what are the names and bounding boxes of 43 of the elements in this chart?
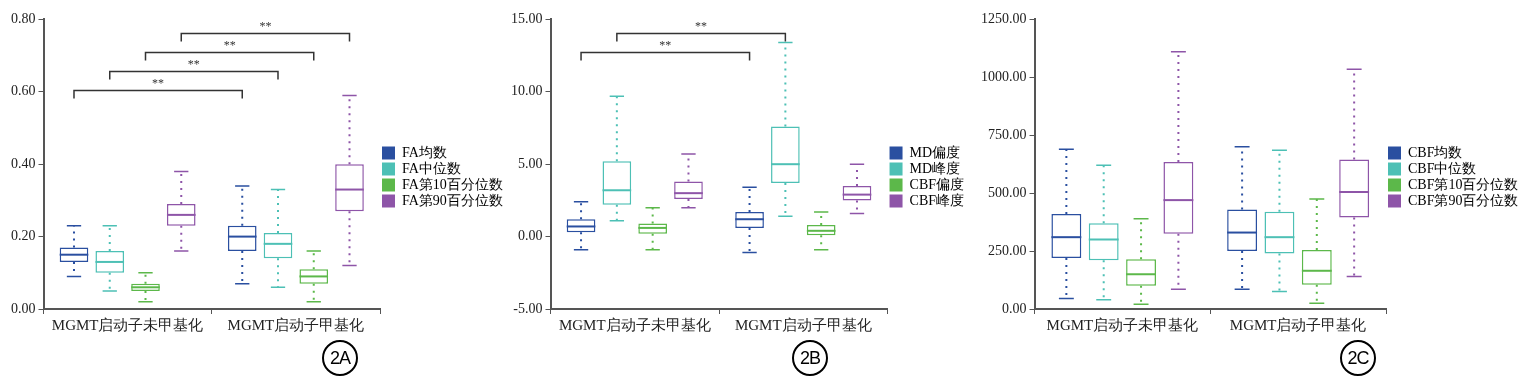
annotation: **: [223, 37, 236, 52]
y-tick-label: 0.60: [11, 83, 36, 99]
y-tick-label: -5.00: [513, 300, 543, 316]
y-tick-label: 0.00: [11, 300, 36, 316]
x-tick-label: MGMT启动子未甲基化: [558, 316, 711, 333]
y-tick-label: 0.20: [11, 228, 36, 244]
y-tick-label: 15.00: [511, 11, 543, 27]
y-tick-label: 0.00: [1002, 300, 1027, 316]
legend-label: MD偏度: [909, 144, 961, 160]
x-tick-label: MGMT启动子未甲基化: [51, 316, 204, 333]
y-tick-label: 0.80: [11, 11, 36, 27]
annotation: **: [152, 75, 165, 90]
y-tick-label: 0.40: [11, 155, 36, 171]
y-tick-label: 500.00: [988, 184, 1027, 200]
legend-label: CBF中位数: [1408, 160, 1477, 176]
legend-label: CBF偏度: [909, 176, 965, 192]
legend-label: CBF第90百分位数: [1408, 192, 1519, 208]
y-tick-label: 10.00: [511, 83, 543, 99]
y-tick-label: 0.00: [518, 228, 543, 244]
annotation: **: [187, 56, 200, 71]
legend-label: FA中位数: [402, 160, 461, 176]
annotation: **: [659, 37, 672, 52]
y-tick-label: 1250.00: [981, 11, 1027, 27]
y-tick-label: 1000.00: [981, 68, 1027, 84]
x-tick-label: MGMT启动子甲基化: [1229, 316, 1367, 333]
legend-label: CBF第10百分位数: [1408, 176, 1519, 192]
annotation: **: [259, 18, 272, 33]
legend-label: FA均数: [402, 144, 447, 160]
y-tick-label: 5.00: [518, 155, 543, 171]
legend-label: CBF峰度: [909, 192, 965, 208]
legend-label: FA第90百分位数: [402, 192, 503, 208]
x-tick-label: MGMT启动子甲基化: [227, 316, 365, 333]
annotation: **: [695, 18, 708, 33]
y-tick-label: 250.00: [988, 242, 1027, 258]
x-tick-label: MGMT启动子甲基化: [734, 316, 872, 333]
y-tick-label: 750.00: [988, 126, 1027, 142]
legend-label: FA第10百分位数: [402, 176, 503, 192]
text: 2B: [792, 340, 828, 376]
text: 2A: [322, 340, 358, 376]
legend-label: MD峰度: [909, 160, 961, 176]
x-tick-label: MGMT启动子未甲基化: [1046, 316, 1199, 333]
legend-label: CBF均数: [1408, 144, 1463, 160]
text: 2C: [1340, 340, 1376, 376]
